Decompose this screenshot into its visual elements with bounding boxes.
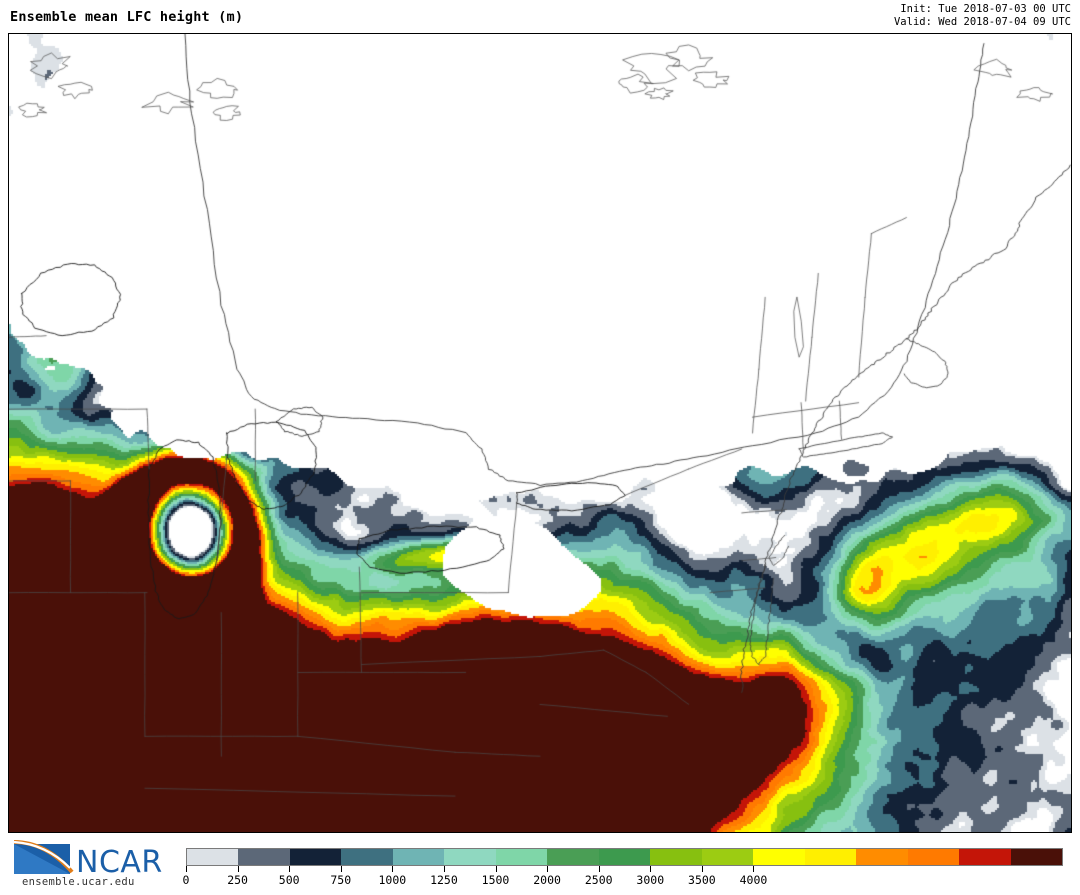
footer: NCAR ensemble.ucar.edu 0 250 500 750 1000 125…: [0, 836, 1080, 895]
colorbar-tick: [547, 866, 549, 872]
colorbar-ticks: [186, 866, 1063, 873]
colorbar-tick-label: 500: [278, 873, 300, 887]
colorbar-segment: [495, 849, 548, 865]
colorbar-labels: 0 250 500 750 1000 1250 1500 2000 2500 3000 3500 40…: [0, 873, 1080, 891]
init-time: Init: Tue 2018-07-03 00 UTC: [900, 3, 1071, 15]
colorbar-tick: [701, 866, 703, 872]
colorbar: [186, 848, 1063, 866]
colorbar-segment: [187, 849, 239, 865]
lfc-height-heatmap: [9, 34, 1071, 832]
colorbar-tick: [289, 866, 291, 872]
colorbar-tick-label: 3000: [636, 873, 665, 887]
page-title: Ensemble mean LFC height (m): [10, 9, 244, 25]
colorbar-tick-label: 1500: [481, 873, 510, 887]
colorbar-tick-label: 3500: [688, 873, 716, 887]
map-frame: [8, 33, 1072, 833]
colorbar-segment: [753, 849, 805, 865]
colorbar-tick: [495, 866, 497, 872]
colorbar-tick: [443, 866, 445, 872]
colorbar-segment: [444, 849, 496, 865]
colorbar-segment: [1010, 849, 1062, 865]
colorbar-tick: [340, 866, 342, 872]
colorbar-tick-label: 4000: [739, 873, 768, 887]
colorbar-tick: [186, 866, 187, 872]
colorbar-tick-label: 250: [227, 873, 248, 887]
colorbar-tick-label: 1250: [430, 873, 458, 887]
valid-time: Valid: Wed 2018-07-04 09 UTC: [893, 16, 1071, 28]
colorbar-segment: [856, 849, 908, 865]
ncar-logo: NCAR: [13, 840, 163, 880]
colorbar-segment: [701, 849, 754, 865]
ncar-url: ensemble.ucar.edu: [22, 876, 135, 888]
colorbar-tick: [237, 866, 239, 872]
colorbar-segment: [804, 849, 857, 865]
colorbar-tick: [753, 866, 755, 872]
colorbar-tick: [650, 866, 652, 872]
colorbar-segment: [392, 849, 445, 865]
colorbar-segment: [289, 849, 342, 865]
colorbar-tick-label: 0: [182, 873, 190, 887]
forecast-timestamps: Init: Tue 2018-07-03 00 UTC Valid: Wed 2…: [894, 3, 1071, 29]
colorbar-tick: [392, 866, 394, 872]
colorbar-tick: [598, 866, 600, 872]
colorbar-segment: [959, 849, 1011, 865]
colorbar-tick-label: 1000: [378, 873, 407, 887]
ncar-wordmark: NCAR: [76, 845, 163, 880]
colorbar-tick-label: 2000: [533, 873, 561, 887]
colorbar-tick-label: 750: [330, 873, 352, 887]
colorbar-segment: [547, 849, 599, 865]
header: Ensemble mean LFC height (m) Init: Tue 2…: [0, 0, 1080, 33]
colorbar-tick-label: 2500: [584, 873, 613, 887]
colorbar-segment: [907, 849, 960, 865]
colorbar-segment: [650, 849, 702, 865]
colorbar-segment: [341, 849, 393, 865]
colorbar-segment: [238, 849, 290, 865]
colorbar-segment: [598, 849, 651, 865]
